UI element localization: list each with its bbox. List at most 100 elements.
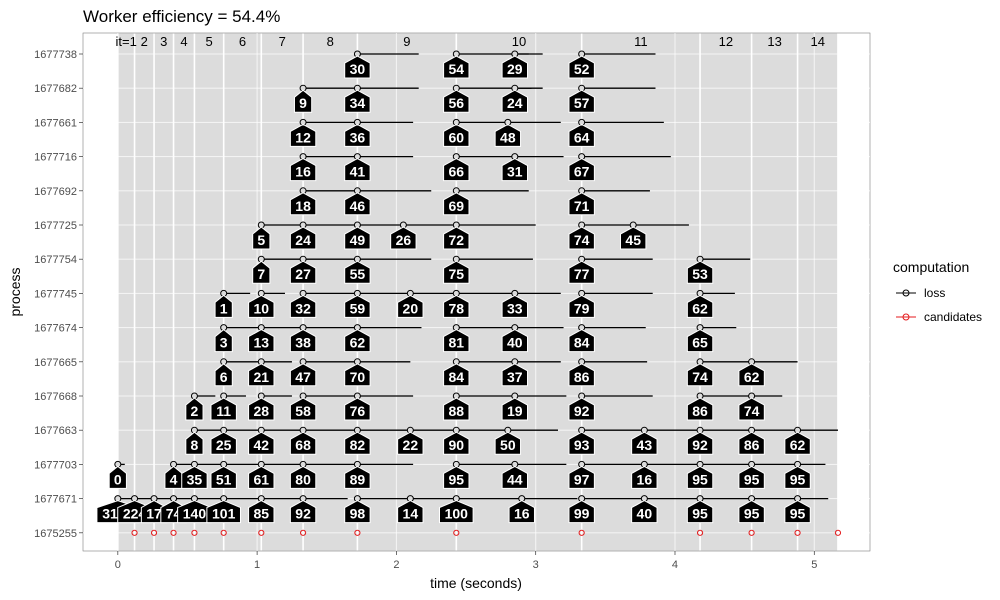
loss-tag-label: 30: [350, 61, 366, 77]
x-tick-label: 3: [533, 559, 539, 571]
loss-tag: [443, 363, 470, 387]
loss-tag-label: 29: [507, 61, 523, 77]
loss-tag-label: 92: [295, 506, 311, 522]
loss-tag: [344, 397, 371, 421]
candidate-point: [354, 529, 361, 536]
loss-tag: [206, 500, 241, 524]
loss-tag-label: 51: [216, 471, 232, 487]
y-tick-label: 1677674: [34, 323, 77, 335]
loss-tag-label: 74: [692, 369, 708, 385]
y-tick-label: 1675255: [34, 528, 77, 540]
loss-tag-label: 95: [692, 471, 708, 487]
iteration-label: 11: [634, 34, 648, 49]
loss-tag-label: 93: [574, 437, 590, 453]
loss-tag-label: 64: [574, 129, 590, 145]
loss-tag: [620, 226, 647, 250]
loss-tag-label: 62: [350, 335, 366, 351]
loss-tag: [289, 431, 317, 455]
loss-tag: [568, 329, 595, 353]
loss-tag-label: 52: [574, 61, 590, 77]
loss-tag-label: 32: [295, 300, 311, 316]
iteration-label: 2: [141, 34, 148, 49]
loss-tag-label: 140: [183, 506, 207, 522]
loss-tag: [568, 260, 595, 284]
iteration-label: 5: [205, 34, 212, 49]
loss-tag-label: 42: [254, 437, 270, 453]
y-tick-label: 1677661: [34, 117, 77, 129]
iteration-label: 7: [279, 34, 286, 49]
loss-tag-label: 75: [449, 266, 465, 282]
loss-tag: [289, 294, 317, 318]
loss-tag-label: 7: [257, 266, 265, 282]
loss-tag: [738, 431, 765, 455]
loss-tag-label: 70: [350, 369, 366, 385]
loss-tag-label: 84: [449, 369, 465, 385]
y-tick-label: 1677682: [34, 83, 77, 95]
loss-tag-label: 22: [403, 437, 419, 453]
candidate-point: [258, 529, 265, 536]
loss-tag-label: 20: [403, 300, 419, 316]
loss-tag-label: 65: [692, 335, 708, 351]
loss-tag-label: 16: [295, 164, 311, 180]
legend-loss-swatch-point: [902, 289, 910, 297]
loss-tag: [686, 465, 714, 489]
y-tick-label: 1677663: [34, 425, 77, 437]
loss-tag: [686, 363, 714, 387]
loss-tag-label: 55: [350, 266, 366, 282]
loss-tag-label: 224: [123, 506, 147, 522]
loss-tag-label: 27: [295, 266, 311, 282]
loss-tag-label: 40: [637, 506, 653, 522]
loss-tag: [248, 329, 275, 353]
loss-tag-label: 50: [500, 437, 516, 453]
loss-tag-label: 18: [295, 198, 311, 214]
loss-tag: [568, 226, 595, 250]
legend-candidates-swatch-point: [902, 313, 910, 321]
loss-tag-label: 31: [507, 164, 523, 180]
candidate-point: [131, 529, 138, 536]
loss-tag: [390, 226, 417, 250]
loss-tag-label: 43: [637, 437, 653, 453]
loss-tag: [501, 89, 529, 113]
loss-tag-label: 81: [449, 335, 465, 351]
loss-tag-label: 62: [692, 300, 708, 316]
iteration-label: 8: [327, 34, 334, 49]
candidate-points: [131, 529, 842, 536]
loss-tag-label: 95: [790, 471, 806, 487]
y-tick-label: 1677745: [34, 288, 77, 300]
loss-tag: [738, 363, 765, 387]
loss-tag: [289, 329, 317, 353]
loss-tag: [443, 55, 470, 79]
loss-tag: [443, 294, 470, 318]
loss-tag: [248, 500, 275, 524]
loss-tag: [686, 500, 714, 524]
iteration-label: 3: [160, 34, 167, 49]
loss-tag-label: 66: [449, 164, 465, 180]
loss-tag-label: 24: [295, 232, 311, 248]
loss-tag-label: 16: [514, 506, 530, 522]
loss-tag-label: 36: [350, 129, 366, 145]
loss-tag: [443, 260, 470, 284]
loss-tag: [443, 397, 470, 421]
loss-tag-label: 84: [574, 335, 590, 351]
loss-tag-label: 72: [449, 232, 465, 248]
loss-tag: [344, 260, 371, 284]
loss-tag-label: 5: [257, 232, 265, 248]
iteration-band: [118, 33, 134, 551]
loss-tag-label: 85: [254, 506, 270, 522]
loss-tag: [494, 123, 522, 147]
loss-tag: [443, 329, 470, 353]
loss-tag: [344, 465, 371, 489]
loss-tag: [686, 431, 714, 455]
loss-tag: [568, 55, 595, 79]
loss-tag-label: 99: [574, 506, 590, 522]
loss-tag-label: 59: [350, 300, 366, 316]
loss-tag-label: 86: [744, 437, 760, 453]
loss-tag: [443, 89, 470, 113]
y-tick-label: 1677665: [34, 357, 77, 369]
iteration-label: it=1: [116, 34, 137, 49]
y-tick-label: 1677716: [34, 152, 77, 164]
loss-tag: [568, 431, 595, 455]
loss-tag: [501, 55, 529, 79]
loss-tag: [568, 123, 595, 147]
x-tick-label: 1: [254, 559, 260, 571]
